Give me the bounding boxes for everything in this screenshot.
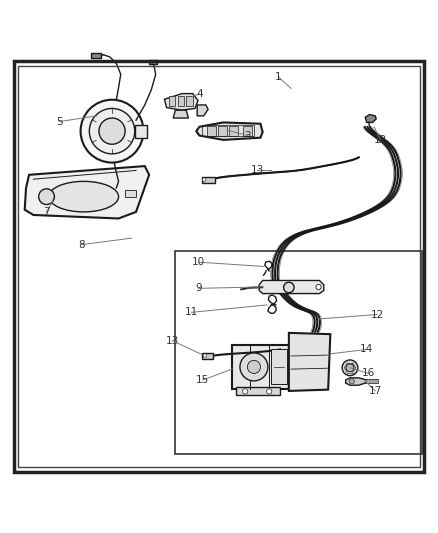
- Bar: [202, 352, 213, 359]
- Text: 8: 8: [78, 240, 85, 249]
- Circle shape: [284, 282, 294, 293]
- Circle shape: [202, 178, 206, 181]
- Text: 15: 15: [196, 375, 209, 385]
- Text: 7: 7: [43, 207, 50, 217]
- Text: 4: 4: [196, 89, 203, 99]
- Bar: [169, 96, 175, 106]
- Text: 13: 13: [251, 165, 264, 175]
- Polygon shape: [289, 333, 330, 391]
- Bar: [201, 176, 215, 183]
- Bar: [91, 53, 101, 58]
- Text: 3: 3: [244, 131, 251, 141]
- Polygon shape: [365, 115, 376, 123]
- Bar: [232, 345, 289, 389]
- Text: 14: 14: [360, 344, 373, 354]
- Circle shape: [346, 364, 354, 372]
- Text: 9: 9: [195, 284, 202, 293]
- Text: 12: 12: [374, 135, 387, 145]
- Text: 13: 13: [166, 336, 179, 346]
- Circle shape: [267, 389, 272, 394]
- Bar: [237, 387, 280, 395]
- Bar: [201, 125, 254, 136]
- Circle shape: [316, 285, 321, 289]
- Polygon shape: [346, 378, 367, 385]
- Circle shape: [89, 108, 135, 154]
- Bar: [125, 190, 136, 197]
- Circle shape: [39, 189, 54, 205]
- Circle shape: [247, 360, 261, 374]
- Circle shape: [203, 354, 207, 357]
- Circle shape: [342, 360, 358, 376]
- Bar: [244, 126, 252, 135]
- Polygon shape: [25, 166, 149, 219]
- Polygon shape: [196, 123, 263, 140]
- Circle shape: [99, 118, 125, 144]
- Bar: [149, 60, 157, 64]
- Circle shape: [243, 389, 248, 394]
- Text: 10: 10: [192, 257, 205, 267]
- Polygon shape: [173, 110, 188, 118]
- Text: 11: 11: [185, 308, 198, 317]
- Bar: [365, 379, 378, 383]
- Bar: [186, 96, 193, 106]
- Circle shape: [81, 100, 144, 163]
- Polygon shape: [164, 94, 198, 110]
- Polygon shape: [259, 280, 324, 294]
- Ellipse shape: [49, 181, 119, 212]
- Bar: [177, 96, 184, 106]
- Text: 17: 17: [369, 386, 382, 396]
- Text: 12: 12: [371, 310, 384, 319]
- Bar: [272, 350, 287, 384]
- Circle shape: [349, 379, 354, 384]
- Polygon shape: [135, 125, 147, 138]
- Text: 5: 5: [57, 117, 63, 126]
- Bar: [230, 126, 238, 135]
- Text: 16: 16: [362, 368, 375, 378]
- Bar: [207, 126, 215, 135]
- Circle shape: [240, 353, 268, 381]
- Text: 1: 1: [275, 71, 281, 82]
- Bar: [218, 126, 227, 135]
- Polygon shape: [197, 105, 208, 116]
- Bar: [175, 251, 422, 454]
